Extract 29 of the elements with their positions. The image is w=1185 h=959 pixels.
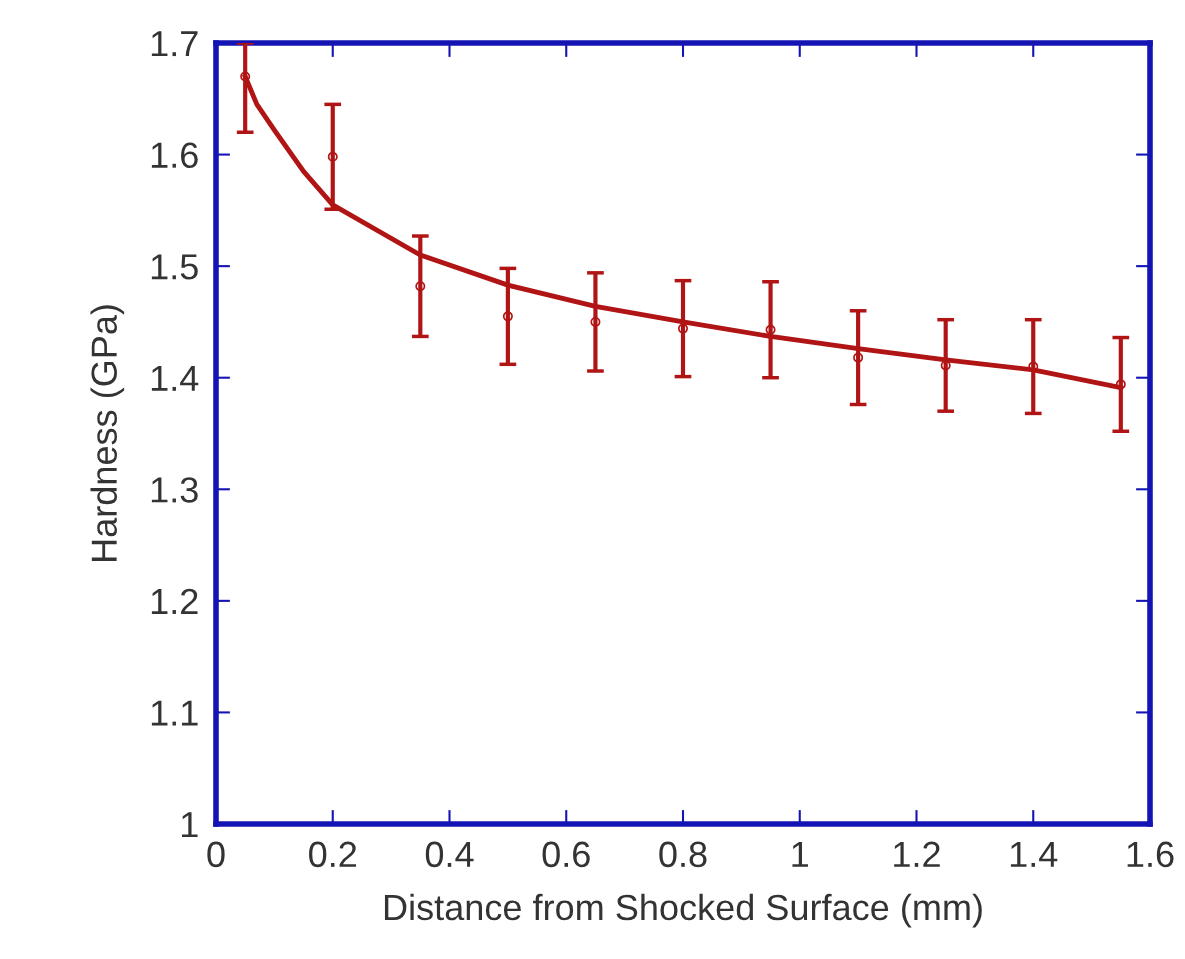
y-tick-label: 1.3 xyxy=(151,477,198,503)
y-tick-label: 1 xyxy=(182,812,198,838)
y-axis-title: Hardness (GPa) xyxy=(90,305,125,561)
point xyxy=(765,324,776,335)
point xyxy=(240,71,251,82)
x-tick-label: 0.6 xyxy=(542,841,590,868)
x-tick-label: 1.6 xyxy=(1127,841,1174,868)
y-tick-label: 1.4 xyxy=(151,365,199,391)
x-tick-label: 0.4 xyxy=(425,841,474,868)
x-tick-label: 1.2 xyxy=(894,841,940,867)
x-tick-label: 1 xyxy=(792,841,809,867)
point xyxy=(415,281,426,292)
x-tick-label: 0 xyxy=(207,841,225,868)
point xyxy=(853,352,864,363)
y-tick-label: 1.6 xyxy=(151,142,198,169)
point xyxy=(677,323,689,334)
y-tick-label: 1.1 xyxy=(151,700,198,726)
x-tick-label: 0.8 xyxy=(659,841,707,868)
y-tick-label: 1.2 xyxy=(151,588,198,614)
point xyxy=(590,316,601,327)
x-tick-label: 1.4 xyxy=(1010,841,1058,867)
y-tick-label: 1.5 xyxy=(151,254,198,280)
x-tick-label: 0.2 xyxy=(309,841,357,868)
point xyxy=(327,151,338,162)
x-axis-title: Distance from Shocked Surface (mm) xyxy=(384,893,982,928)
point xyxy=(1115,379,1126,390)
point xyxy=(502,311,513,322)
y-tick-label: 1.7 xyxy=(151,31,198,57)
point xyxy=(940,360,951,371)
